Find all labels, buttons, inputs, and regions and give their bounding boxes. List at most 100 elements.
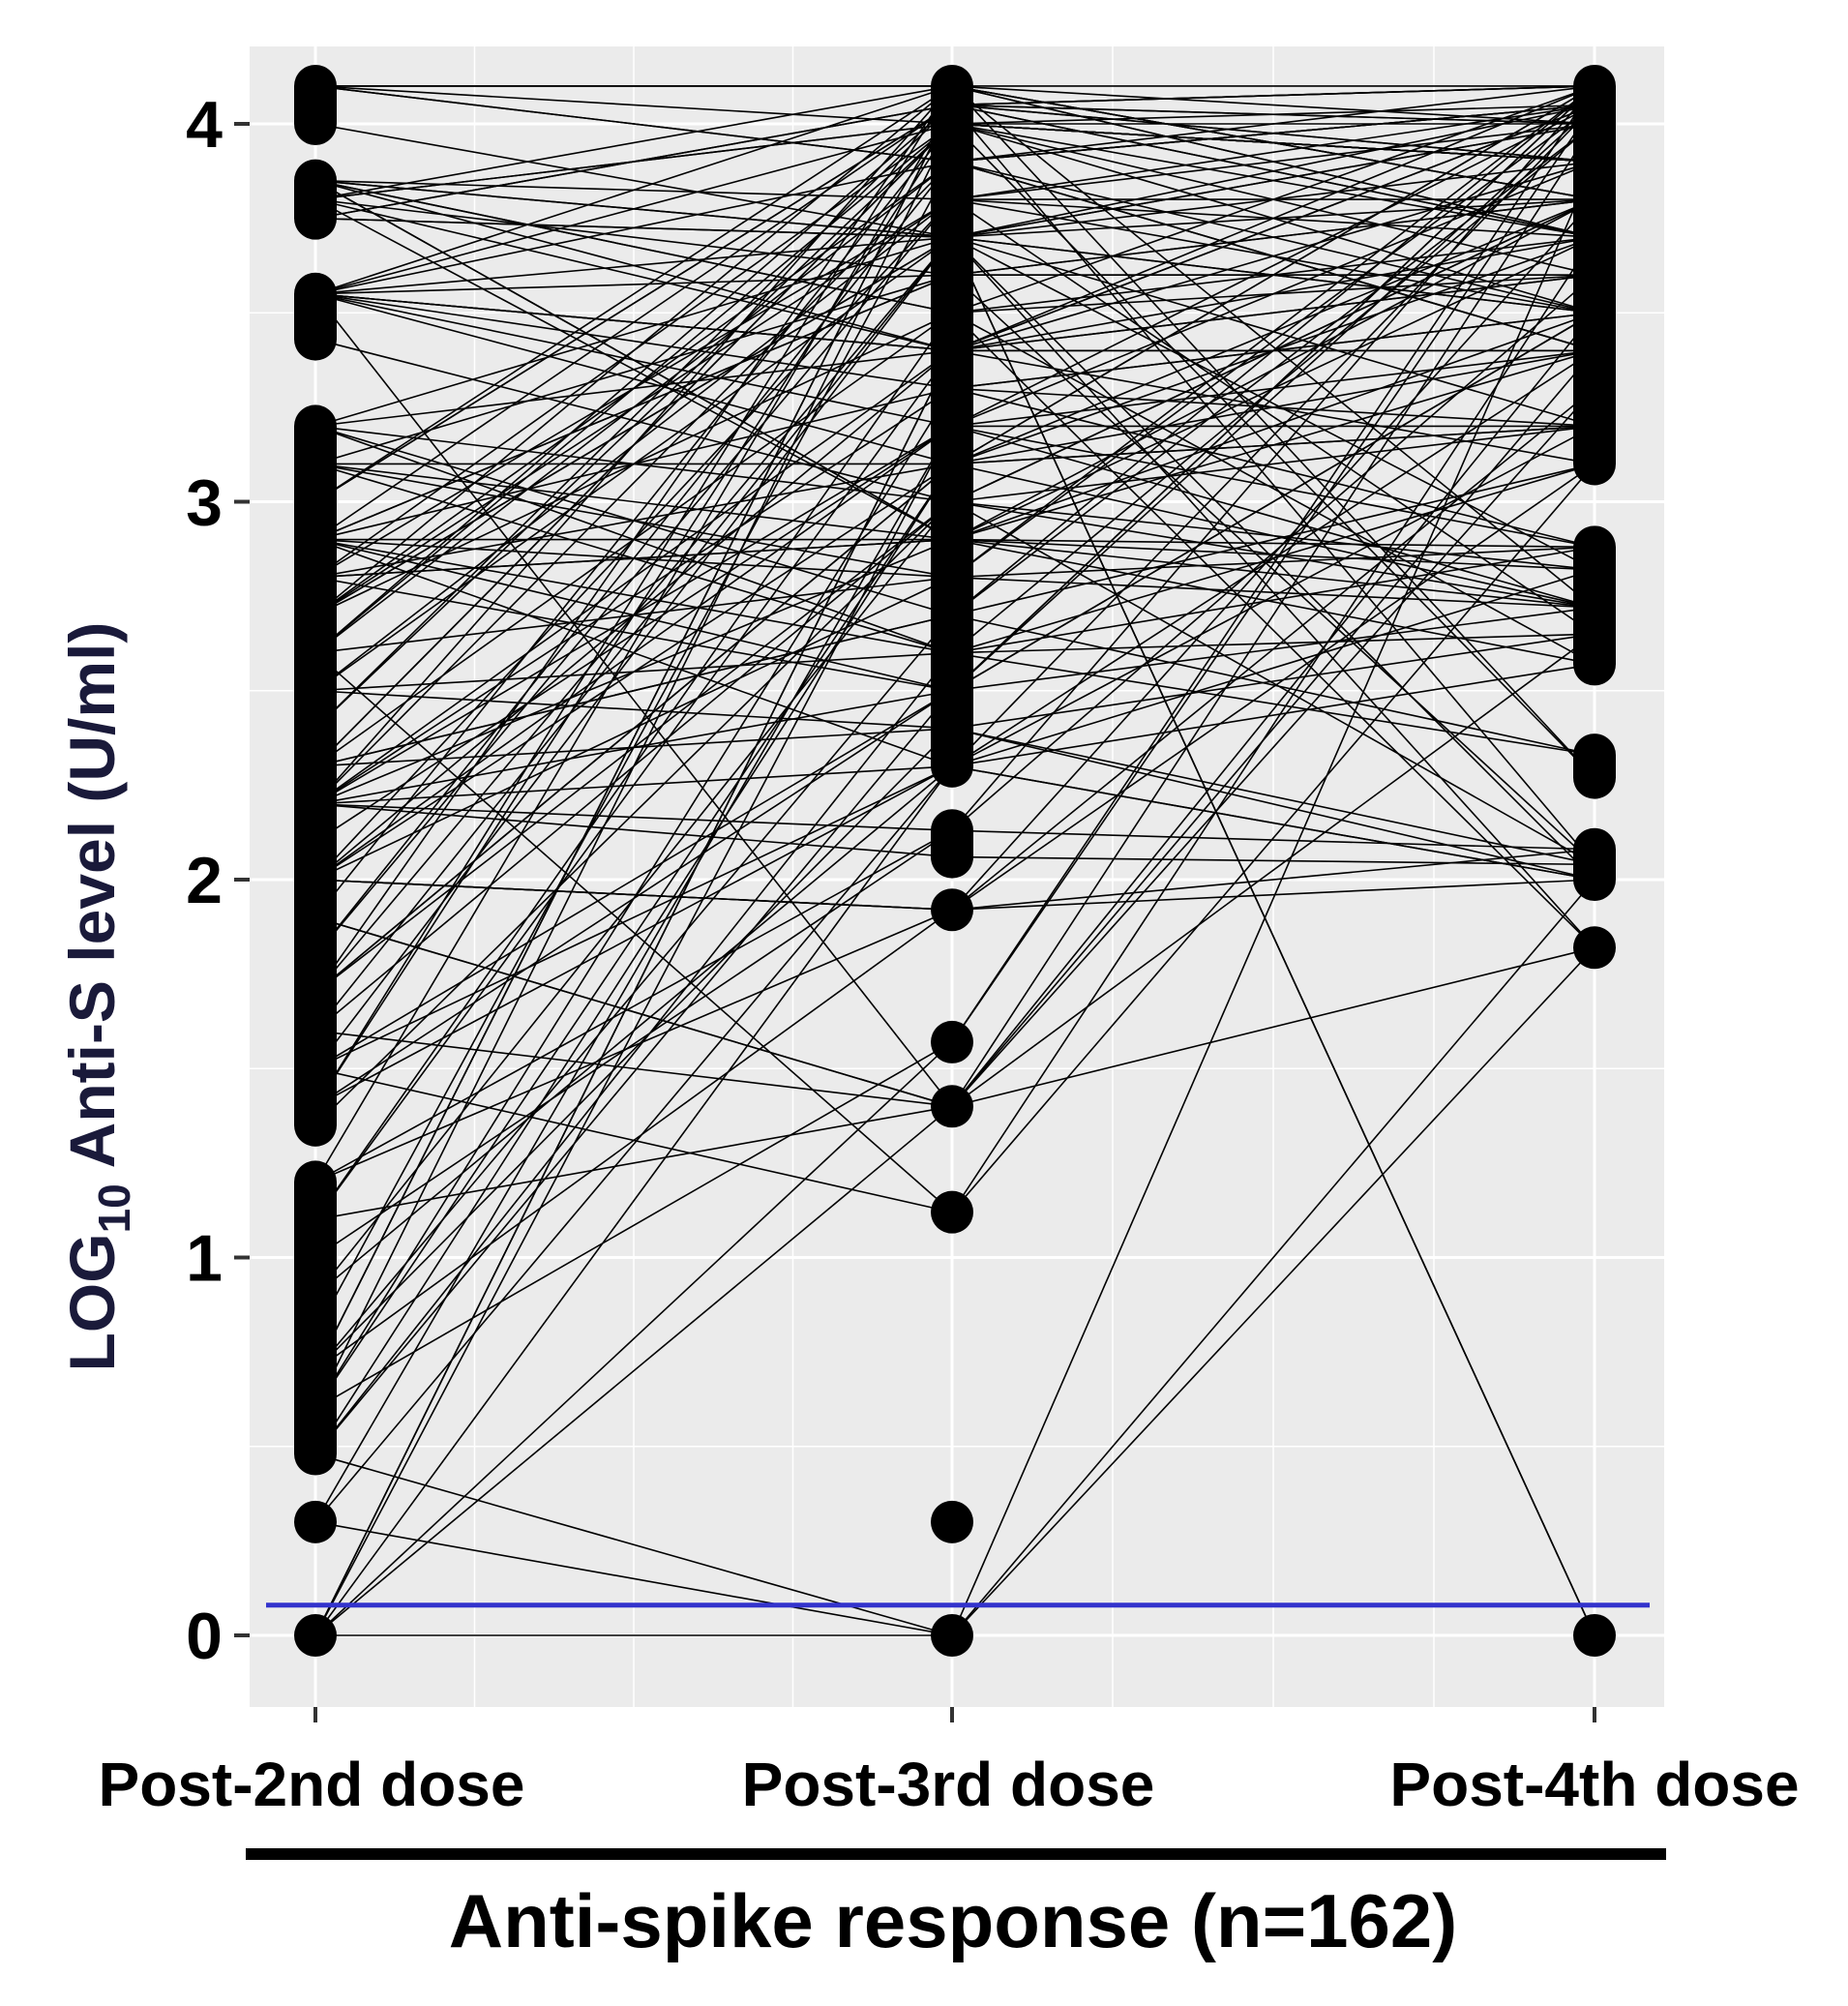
- data-point-cluster: [294, 614, 337, 653]
- subject-line: [951, 463, 1595, 609]
- subject-lines: [314, 85, 1595, 1636]
- data-point-cluster: [294, 690, 337, 729]
- data-point-cluster: [294, 1370, 337, 1409]
- x-axis-label: Anti-spike response (n=162): [449, 1878, 1458, 1963]
- subject-line: [314, 765, 953, 1636]
- subject-line: [314, 1521, 953, 1636]
- subject-line: [951, 425, 1595, 503]
- data-point-cluster: [931, 426, 973, 464]
- subject-line: [951, 633, 1595, 654]
- data-point-cluster: [294, 1219, 337, 1258]
- data-point-cluster: [1573, 237, 1616, 276]
- data-point-cluster: [1573, 85, 1616, 105]
- data-point-cluster: [931, 162, 973, 200]
- subject-line: [314, 1030, 953, 1108]
- subject-line: [951, 538, 1595, 666]
- data-point-cluster: [294, 577, 337, 615]
- subject-line: [314, 236, 953, 428]
- subject-line: [314, 104, 953, 654]
- subject-line: [951, 161, 1595, 238]
- subject-line: [314, 803, 953, 858]
- subject-line: [951, 855, 1595, 866]
- subject-line: [314, 105, 953, 1183]
- data-point: [931, 1614, 973, 1657]
- subject-line: [314, 123, 953, 579]
- subject-line: [951, 104, 1595, 865]
- data-point-cluster: [1573, 864, 1616, 880]
- data-point-cluster: [294, 1182, 337, 1220]
- subject-line: [314, 105, 953, 1372]
- y-axis-label: LOG10 Anti-S level (U/ml): [56, 622, 139, 1372]
- subject-line: [951, 576, 1595, 609]
- data-point-cluster: [294, 1031, 337, 1069]
- subject-line: [314, 425, 953, 1523]
- data-point-cluster: [1573, 388, 1616, 427]
- subject-line: [314, 85, 953, 200]
- data-point-cluster: [1573, 162, 1616, 200]
- data-point-cluster: [294, 841, 337, 880]
- subject-line: [951, 500, 1595, 866]
- data-point-cluster: [931, 85, 973, 105]
- subject-line: [951, 349, 1595, 428]
- subject-line: [951, 104, 1595, 692]
- subject-line: [314, 538, 953, 579]
- data-point-cluster: [931, 577, 973, 615]
- data-points: [294, 64, 1616, 1657]
- subject-line: [314, 274, 953, 541]
- subject-line: [951, 349, 1595, 1107]
- subject-line: [951, 425, 1595, 549]
- subject-line: [314, 387, 953, 541]
- subject-line: [314, 614, 953, 767]
- y-axis-ticks: 0 1 2 3 4: [186, 88, 250, 1673]
- subject-line: [314, 576, 953, 692]
- data-point-cluster: [1573, 607, 1616, 635]
- subject-line: [951, 463, 1595, 1213]
- data-point-cluster: [294, 1106, 337, 1125]
- subject-line: [951, 387, 1595, 549]
- data-point: [294, 1614, 337, 1657]
- data-point-cluster: [931, 614, 973, 653]
- subject-line: [314, 198, 953, 881]
- data-point-cluster: [1573, 569, 1616, 608]
- subject-line: [314, 1105, 953, 1221]
- y-tick-label: 4: [186, 88, 223, 162]
- y-tick-label: 3: [186, 466, 223, 540]
- subject-line: [951, 104, 1595, 163]
- subject-line: [951, 463, 1595, 654]
- data-point-cluster: [931, 728, 973, 766]
- subject-line: [951, 312, 1595, 666]
- subject-line: [951, 765, 1595, 881]
- data-point-cluster: [931, 501, 973, 540]
- subject-line: [314, 728, 953, 1372]
- data-point-cluster: [931, 275, 973, 314]
- subject-line: [314, 803, 953, 832]
- data-point-cluster: [1573, 313, 1616, 351]
- subject-line: [314, 349, 953, 1220]
- subject-line: [314, 614, 953, 1372]
- subject-line: [951, 546, 1595, 579]
- subject-line: [314, 538, 953, 654]
- subject-line: [951, 946, 1595, 1108]
- data-point-cluster: [931, 388, 973, 427]
- data-point-cluster: [294, 426, 337, 464]
- subject-line: [951, 104, 1595, 428]
- subject-line: [314, 829, 953, 1259]
- data-point-cluster: [1573, 849, 1616, 865]
- data-point-cluster: [931, 124, 973, 163]
- subject-line: [951, 607, 1595, 692]
- subject-line: [314, 236, 953, 1069]
- data-point-cluster: [1573, 755, 1616, 778]
- subject-line: [314, 123, 953, 730]
- subject-line: [951, 848, 1595, 912]
- data-point-cluster: [1573, 547, 1616, 570]
- subject-line: [314, 765, 953, 1523]
- subject-line: [314, 651, 953, 692]
- subject-line: [314, 1041, 953, 1636]
- data-point-cluster: [294, 993, 337, 1032]
- subject-line: [314, 338, 953, 503]
- data-point-cluster: [931, 105, 973, 124]
- data-point-cluster: [1573, 105, 1616, 124]
- subject-line: [951, 274, 1595, 831]
- subject-line: [951, 85, 1595, 1043]
- subject-line: [951, 198, 1595, 635]
